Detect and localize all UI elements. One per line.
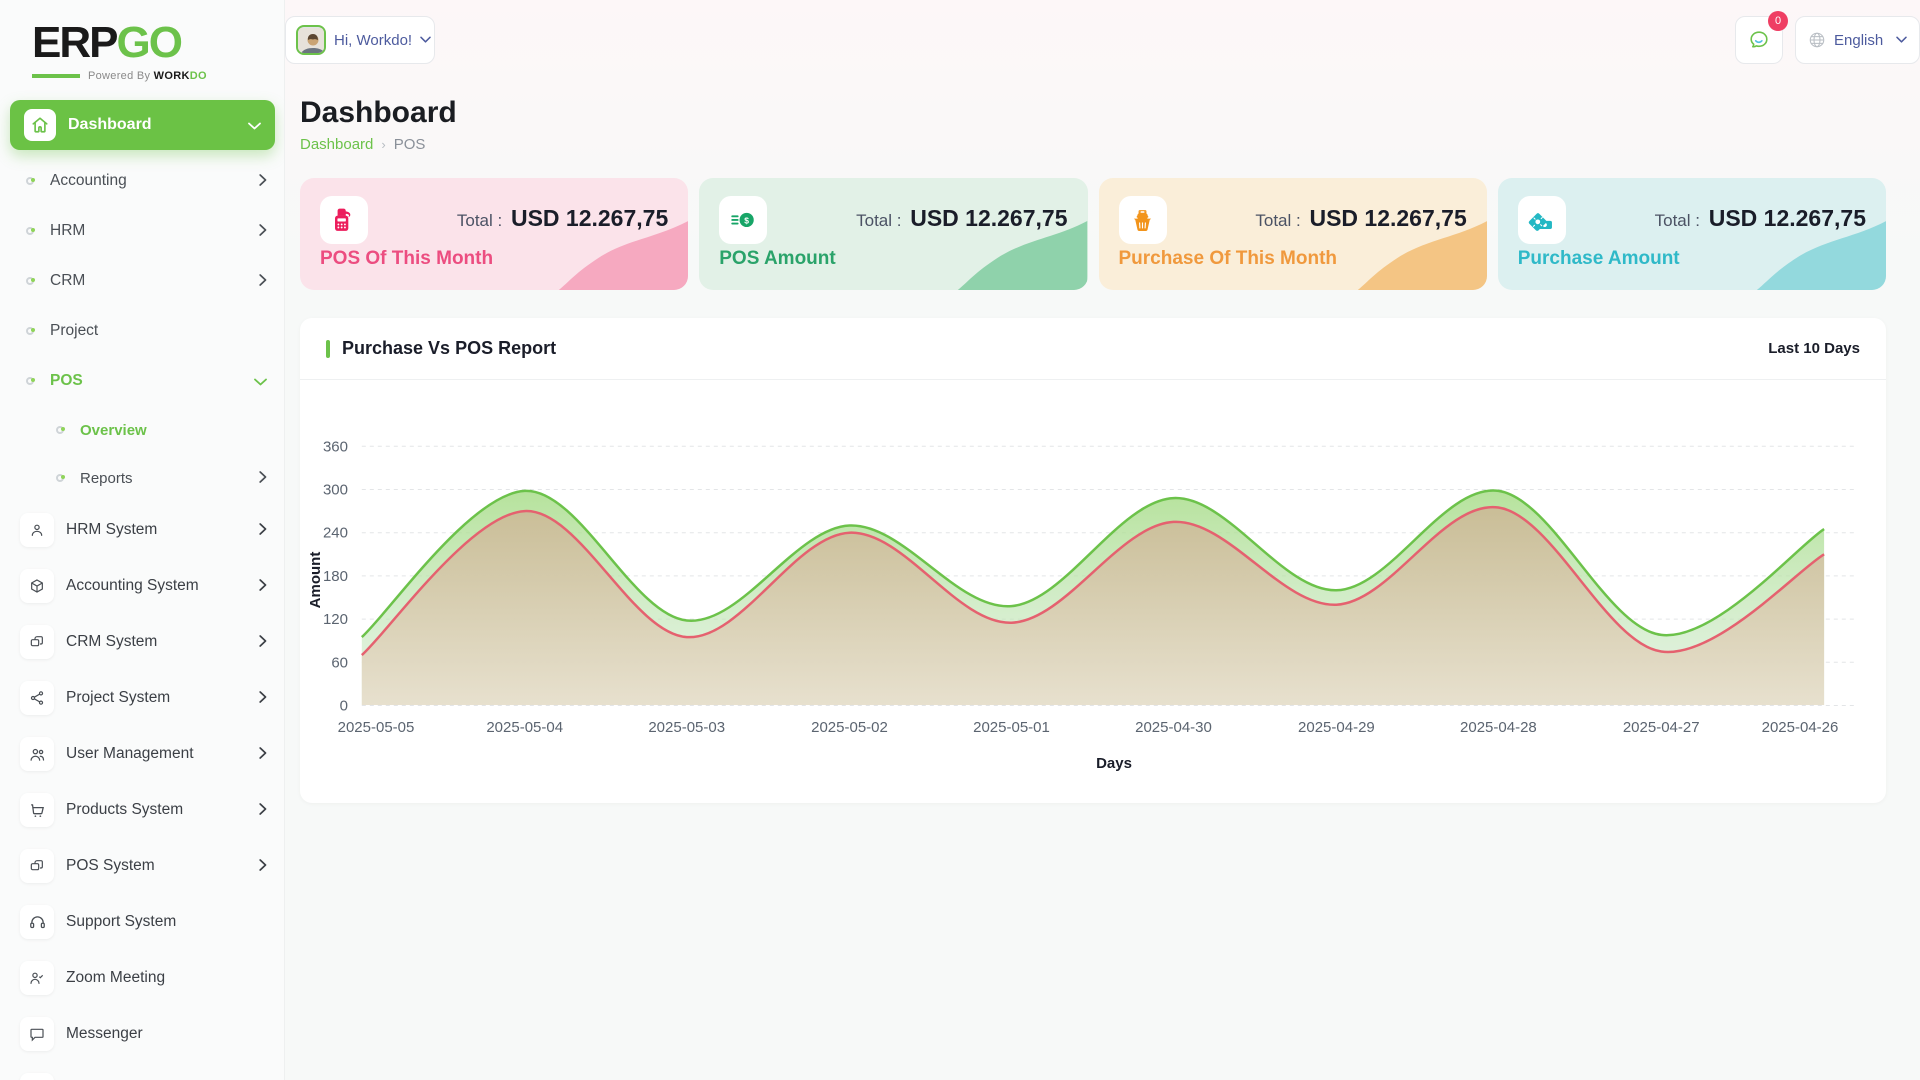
svg-text:2025-04-28: 2025-04-28 — [1460, 719, 1537, 736]
svg-text:Days: Days — [1096, 755, 1132, 772]
svg-text:60: 60 — [331, 654, 348, 671]
svg-text:2025-05-03: 2025-05-03 — [648, 719, 725, 736]
svg-text:Amount: Amount — [307, 552, 324, 609]
svg-text:2025-04-29: 2025-04-29 — [1298, 719, 1375, 736]
svg-text:2025-05-01: 2025-05-01 — [973, 719, 1050, 736]
svg-text:2025-04-27: 2025-04-27 — [1623, 719, 1700, 736]
svg-text:2025-05-02: 2025-05-02 — [811, 719, 888, 736]
svg-text:300: 300 — [323, 482, 348, 499]
svg-text:$: $ — [744, 215, 749, 225]
svg-text:180: 180 — [323, 568, 348, 585]
svg-text:360: 360 — [323, 438, 348, 455]
svg-text:240: 240 — [323, 525, 348, 542]
svg-text:2025-05-05: 2025-05-05 — [338, 719, 415, 736]
svg-text:2025-05-04: 2025-05-04 — [486, 719, 563, 736]
svg-text:2025-04-26: 2025-04-26 — [1762, 719, 1839, 736]
svg-text:120: 120 — [323, 611, 348, 628]
svg-text:2025-04-30: 2025-04-30 — [1135, 719, 1212, 736]
svg-text:0: 0 — [340, 698, 348, 715]
